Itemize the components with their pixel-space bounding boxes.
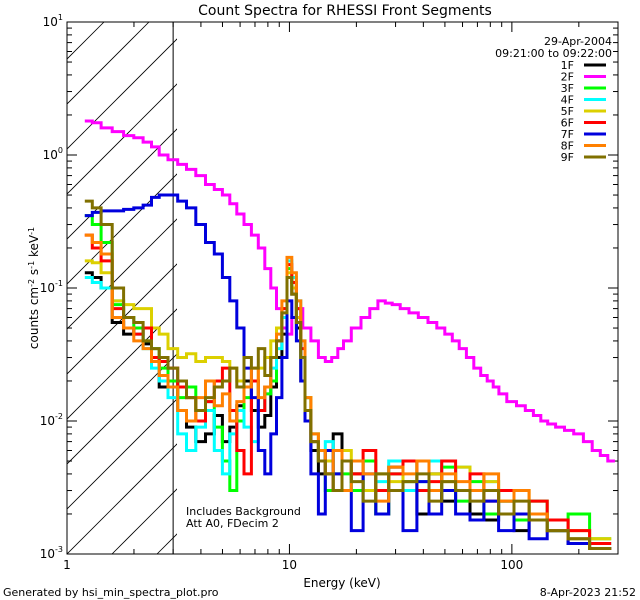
series-5f [84,259,612,541]
y-tick-labels: 10-3 10-2 10-1 100 101 [40,13,63,561]
hatch-line [67,83,177,195]
legend-label: 6F [561,117,574,130]
chart-title: Count Spectra for RHESSI Front Segments [198,3,492,19]
legend-label: 2F [561,71,574,84]
legend-label: 7F [561,128,574,141]
y-tick-label: 100 [43,146,63,162]
hatch-line [67,443,177,554]
legend-label: 4F [561,94,574,107]
y-tick-label: 10-1 [40,279,63,295]
x-tick-label: 10 [282,558,297,572]
y-axis-label: counts cm-2 s-1 keV-1 [27,227,42,349]
hatch-line [67,263,177,375]
annotation-background: Includes Background [186,505,301,518]
legend-label: 5F [561,105,574,118]
legend-label: 3F [561,82,574,95]
legend-label: 1F [561,59,574,72]
y-tick-label: 101 [43,13,63,29]
hatch-line [67,398,177,510]
legend-label: 9F [561,151,574,164]
x-tick-label: 100 [500,558,523,572]
footer-generated-by: Generated by hsi_min_spectra_plot.pro [3,586,219,599]
y-tick-label: 10-3 [40,545,63,561]
date-label: 29-Apr-2004 [544,35,612,48]
x-tick-labels: 1 10 100 [63,558,523,572]
annotation-attenuator: Att A0, FDecim 2 [186,517,279,530]
hatch-line [67,38,177,150]
legend-label: 8F [561,140,574,153]
time-range-label: 09:21:00 to 09:22:00 [495,47,612,60]
x-axis-label: Energy (keV) [303,576,380,590]
axis-ticks [66,22,619,555]
series-layer [84,119,615,550]
footer-timestamp: 8-Apr-2023 21:52 [540,586,636,599]
series-7f [84,193,612,550]
series-9f [84,199,612,550]
y-tick-label: 10-2 [40,412,63,428]
x-tick-label: 1 [63,558,71,572]
series-2f [84,119,615,463]
